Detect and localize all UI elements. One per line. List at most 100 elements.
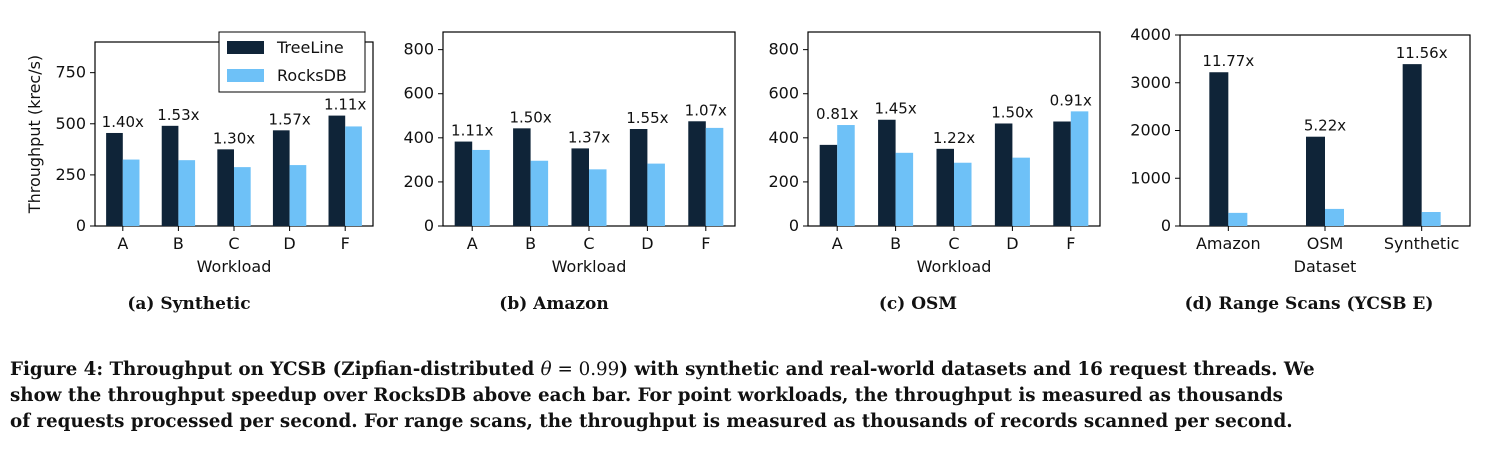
x-tick-label-c: C (948, 234, 959, 253)
bar-b-rocksdb-c (589, 169, 607, 226)
y-tick-label-c: 400 (768, 128, 799, 147)
bar-b-treeline-c (571, 148, 589, 226)
y-tick-label-b: 0 (424, 216, 434, 235)
charts-canvas: 0 250 500 750 A 1.40x B 1.53x C 1.30x D 1.57x F 1.11x… (25, 25, 1471, 276)
legend-swatch-rocksdb (227, 69, 264, 82)
bar-a-rocksdb-f (345, 126, 362, 226)
x-tick-label-c: D (1006, 234, 1018, 253)
bar-a-treeline-f (328, 115, 346, 226)
y-tick-label-c: 800 (768, 40, 799, 59)
y-axis-label-a: Throughput (krec/s) (25, 55, 44, 214)
caption-line-3: of requests processed per second. For ra… (10, 411, 1293, 432)
speedup-label-b: 1.07x (685, 101, 727, 119)
y-tick-label-b: 800 (403, 40, 434, 59)
x-tick-label-c: F (1066, 234, 1075, 253)
bar-a-rocksdb-c (234, 167, 251, 226)
bar-b-treeline-b (513, 128, 531, 226)
legend-label-rocksdb: RocksDB (277, 66, 347, 85)
caption-line-1: Figure 4: Throughput on YCSB (Zipfian-di… (10, 357, 1478, 383)
y-tick-label-a: 250 (55, 165, 86, 184)
x-tick-label-a: A (117, 234, 128, 253)
bar-b-treeline-a (454, 141, 473, 226)
x-tick-label-b: C (583, 234, 594, 253)
y-tick-label-d: 1000 (1130, 168, 1171, 187)
speedup-label-a: 1.11x (324, 96, 366, 114)
subcaption-a: (a) Synthetic (127, 294, 251, 314)
x-tick-label-a: F (341, 234, 350, 253)
bar-a-treeline-d (272, 130, 290, 226)
caption-math: = 0.99 (551, 359, 620, 380)
bar-a-treeline-b (161, 125, 179, 226)
bar-a-rocksdb-d (289, 165, 307, 226)
bar-c-treeline-a (819, 144, 838, 226)
bar-b-treeline-f (688, 121, 706, 226)
speedup-label-b: 1.37x (568, 128, 610, 146)
bar-d-rocksdb-synthetic (1421, 212, 1441, 226)
caption-line-1-pre: Figure 4: Throughput on YCSB (Zipfian-di… (10, 359, 541, 380)
bar-a-rocksdb-b (178, 160, 196, 226)
x-tick-label-b: B (525, 234, 536, 253)
bar-d-rocksdb-amazon (1228, 212, 1248, 226)
bar-d-treeline-osm (1306, 136, 1325, 226)
caption-line-2: show the throughput speedup over RocksDB… (10, 385, 1283, 406)
subcaption-b: (b) Amazon (499, 294, 609, 314)
bar-c-treeline-b (878, 119, 896, 226)
speedup-label-c: 1.22x (933, 129, 975, 147)
x-tick-label-a: B (173, 234, 184, 253)
caption-line-1-post: ) with synthetic and real-world datasets… (619, 359, 1315, 380)
bar-c-rocksdb-b (895, 152, 914, 226)
x-tick-label-c: B (890, 234, 901, 253)
x-tick-label-a: D (283, 234, 295, 253)
speedup-label-c: 0.91x (1050, 91, 1092, 109)
speedup-label-c: 1.45x (874, 100, 916, 118)
x-axis-label-a: Workload (197, 257, 272, 276)
speedup-label-d: 5.22x (1304, 117, 1346, 135)
bar-c-rocksdb-f (1070, 111, 1089, 226)
bar-c-treeline-c (936, 148, 954, 226)
speedup-label-a: 1.53x (157, 106, 199, 124)
bar-c-rocksdb-d (1012, 157, 1030, 226)
subcaption-c: (c) OSM (878, 294, 958, 314)
speedup-label-c: 0.81x (816, 105, 858, 123)
bar-b-rocksdb-d (647, 163, 665, 226)
speedup-label-d: 11.56x (1396, 44, 1448, 62)
y-tick-label-d: 0 (1161, 216, 1171, 235)
y-tick-label-c: 200 (768, 172, 799, 191)
caption-theta: θ (540, 359, 552, 380)
x-tick-label-b: D (641, 234, 653, 253)
bar-c-rocksdb-a (837, 125, 855, 226)
x-axis-label-b: Workload (552, 257, 627, 276)
x-tick-label-a: C (228, 234, 239, 253)
x-tick-label-d: Synthetic (1384, 234, 1460, 253)
bar-b-rocksdb-a (472, 149, 490, 226)
speedup-label-c: 1.50x (991, 103, 1033, 121)
y-tick-label-c: 600 (768, 84, 799, 103)
figure-caption: Figure 4: Throughput on YCSB (Zipfian-di… (10, 357, 1478, 435)
y-tick-label-b: 600 (403, 84, 434, 103)
x-tick-label-d: OSM (1307, 234, 1344, 253)
y-tick-label-a: 750 (55, 63, 86, 82)
y-tick-label-d: 2000 (1130, 121, 1171, 140)
subcaption-d: (d) Range Scans (YCSB E) (1184, 294, 1434, 314)
x-axis-label-c: Workload (917, 257, 992, 276)
speedup-label-b: 1.55x (626, 109, 668, 127)
legend-label-treeline: TreeLine (276, 38, 344, 57)
bar-b-treeline-d (629, 129, 648, 226)
bar-d-treeline-amazon (1209, 72, 1229, 227)
bar-c-rocksdb-c (954, 162, 972, 226)
x-tick-label-d: Amazon (1196, 234, 1261, 253)
bar-a-treeline-a (106, 132, 123, 226)
speedup-label-b: 1.50x (509, 108, 551, 126)
bar-d-treeline-synthetic (1402, 64, 1422, 226)
x-axis-label-d: Dataset (1294, 257, 1357, 276)
speedup-label-a: 1.30x (213, 129, 255, 147)
bar-b-rocksdb-f (705, 127, 724, 226)
bar-c-treeline-d (994, 123, 1013, 226)
speedup-label-b: 1.11x (451, 122, 493, 140)
bar-d-rocksdb-osm (1325, 208, 1344, 226)
speedup-label-d: 11.77x (1202, 52, 1254, 70)
legend-swatch-treeline (227, 41, 264, 54)
x-tick-label-b: F (701, 234, 710, 253)
bar-a-treeline-c (217, 149, 234, 226)
